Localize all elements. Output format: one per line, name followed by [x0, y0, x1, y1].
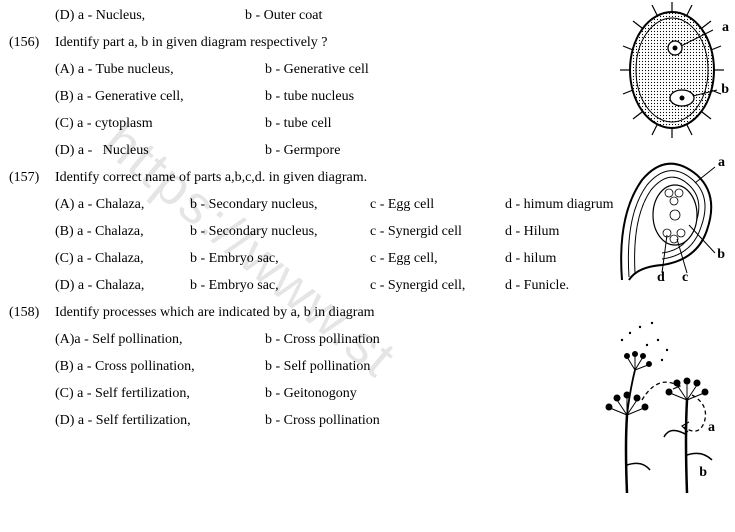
figure-ovule: a b c d: [607, 155, 727, 285]
fig2-label-c: c: [682, 270, 688, 286]
fig1-label-b: b: [721, 82, 729, 98]
q158-number: (158): [5, 302, 55, 323]
q157-number: (157): [5, 167, 55, 188]
figure-pollen-grain: a b: [617, 0, 727, 140]
opt-part-a: (D) a - Nucleus,: [55, 5, 215, 26]
fig1-label-a: a: [722, 20, 729, 36]
figure-pollination: a b: [592, 305, 727, 495]
fig3-label-b: b: [699, 465, 707, 481]
fig2-label-b: b: [717, 247, 725, 263]
fig3-label-a: a: [708, 420, 715, 436]
fig2-label-d: d: [657, 270, 665, 286]
opt-part-b: b - Outer coat: [245, 5, 322, 26]
q156-number: (156): [5, 32, 55, 53]
fig2-label-a: a: [718, 155, 725, 171]
